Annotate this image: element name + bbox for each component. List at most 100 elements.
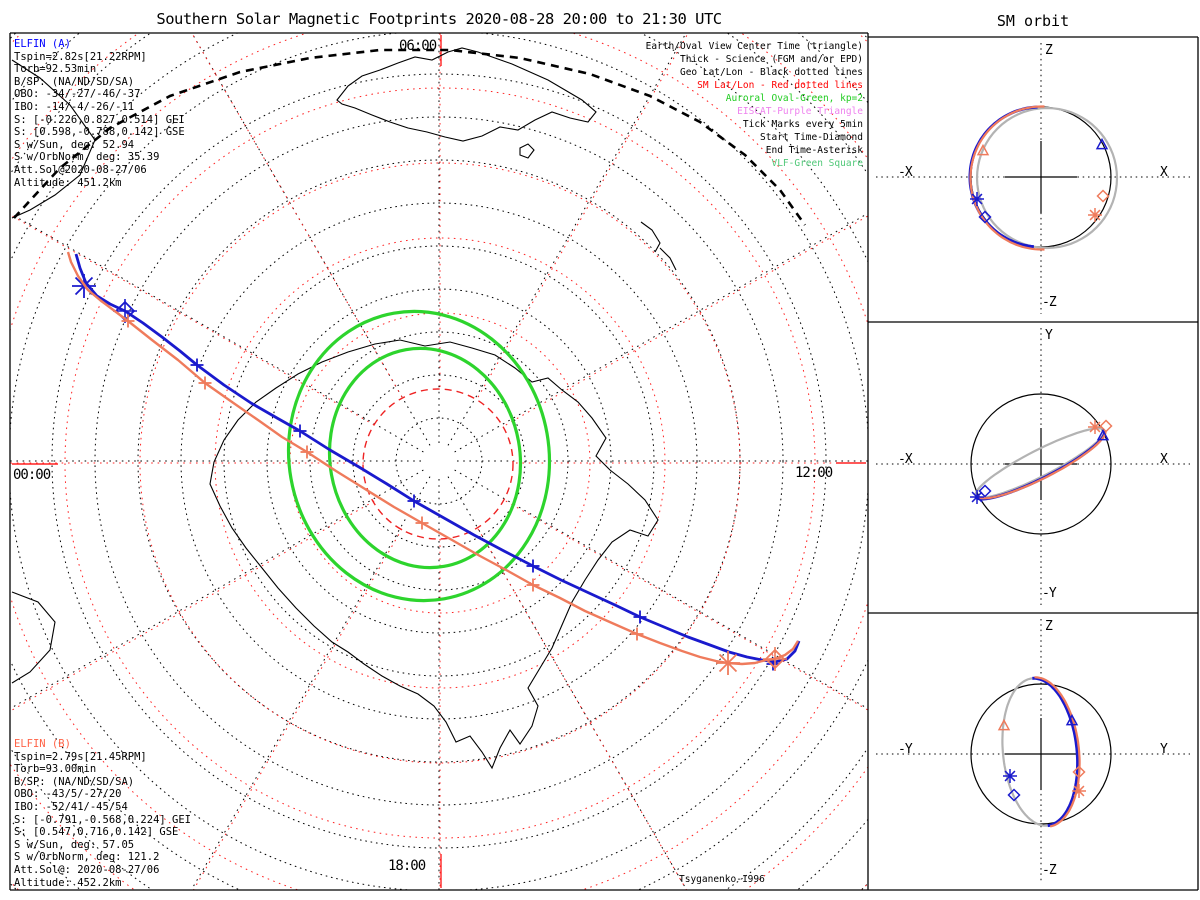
elfin-a-info-line: Torb=92.53min [14,63,97,76]
plus-marker [415,516,429,530]
panel1-axis-label-left: -X [898,165,913,180]
plus-marker [293,424,307,438]
elfin-a-info-block: ELFIN (A) Tspin=2.82s[21.22RPM] Torb=92.53… [14,39,185,190]
coastline-new-zealand-s [659,247,677,271]
triangle-marker [1096,428,1110,441]
orbit-elfin-b [1034,676,1081,828]
elfin-b-info-line: OBO: -43/5/-27/20 [14,788,122,801]
legend-line: VLF-Green Square [771,158,863,169]
asterisk-marker [1088,420,1102,434]
legend-line: Tick Marks every 5min [742,119,863,130]
projection-boundary [13,48,807,226]
elfin-a-info-line: Altitude: 451.2km [14,176,122,189]
sm-orbit-panel-1 [876,43,1190,314]
legend-line: End Time-Asterisk [765,145,863,156]
legend-line: Start Time-Diamond [760,132,863,143]
diamond-marker [978,210,992,224]
panel1-axis-label-top: Z [1045,43,1053,58]
credits: Tsyganenko-1996 Created: Tue Jan 24 13:0… [679,856,868,900]
orbit-elfin-b [977,431,1107,500]
orbit-gray [1001,677,1048,827]
orbit-gray [975,106,1119,250]
elfin-b-info-line: S: [-0.791,-0.568,0.224] GEI [14,813,192,826]
plus-marker [526,559,540,573]
elfin-b-info-line: IBO: -52/41/-45/54 [14,800,128,813]
panel2-axis-label-top: Y [1045,328,1053,343]
mlt-label-1800: 18:00 [388,858,426,874]
model-credit: Tsyganenko-1996 [679,874,765,885]
asterisk-marker [970,192,984,206]
elfin-a-info-line: OBO: -34/-27/-46/-37 [14,88,141,101]
elfin-a-info-line: S w/OrbNorm, deg: 35.39 [14,151,160,164]
plus-marker [633,610,647,624]
elfin-b-info-line: ELFIN (B) [14,738,71,750]
diamond-marker [978,484,992,498]
asterisk-marker [1088,208,1102,222]
elfin-a-info-line: B/SP: (NA/ND/SD/SA) [14,75,135,88]
elfin-a-info-line: Att.Sol@2020-08-27/06 [14,163,147,176]
elfin-b-info-line: S w/OrbNorm, deg: 121.2 [14,851,160,864]
elfin-b-info-block: ELFIN (B) Tspin=2.79s[21.45RPM] Torb=93.00… [14,739,191,890]
diamond-marker [1099,419,1113,433]
elfin-b-info-line: S: [0.547,0.716,0.142] GSE [14,826,179,839]
panel2-axis-label-right: X [1160,452,1168,467]
auroral-ovals [286,309,552,603]
coastline-south-america-tip [11,591,56,684]
earth-circle [970,393,1112,535]
mlt-label-1200: 12:00 [795,465,833,481]
elfin-a-info-line: IBO: -14/-4/-26/-11 [14,100,135,113]
footprint-elfin-a [72,253,801,671]
sm-orbit-panel-2 [876,328,1190,605]
diamond-marker [764,648,786,670]
orbit-elfin-a [1032,676,1080,828]
plus-marker [121,314,135,328]
diamond-marker [1096,189,1110,203]
orbit-elfin-b [969,105,1045,251]
plus-marker [407,494,421,508]
coastline-antarctica [209,339,659,770]
triangle-marker [1095,137,1109,150]
frame-lines [9,32,1199,891]
triangle-marker [997,718,1011,731]
elfin-b-info-line: Tspin=2.79s[21.45RPM] [14,750,147,763]
sm-red-dashed-circle [362,388,514,540]
coastlines [11,47,677,770]
legend-line: Auroral Oval-Green, kp=2 [725,93,863,104]
legend-line: EISCAT-Purple Triangle [737,106,863,117]
plus-marker [526,578,540,592]
elfin-b-info-line: Altitude: 452.2km [14,876,122,889]
coastline-australia [336,47,597,142]
panel2-axis-label-bottom: -Y [1042,586,1057,601]
panel1-axis-label-right: X [1160,165,1168,180]
page-title: Southern Solar Magnetic Footprints 2020-… [156,10,722,28]
diamond-marker [1072,765,1086,779]
asterisk-marker [1003,769,1017,783]
orbit-gray [974,427,1106,499]
triangle-marker [976,143,990,156]
plus-marker [630,627,644,641]
panel3-axis-label-right: Y [1160,742,1168,757]
panel3-axis-label-bottom: -Z [1042,863,1057,878]
elfin-b-info-line: B/SP: (NA/ND/SD/SA) [14,775,135,788]
sm-graticule [10,33,868,890]
legend: Earth/Oval View Center Time (triangle) Th… [420,42,863,172]
footprint-elfin-b [66,251,800,675]
asterisk-marker [716,651,740,675]
elfin-a-info-line: S: [-0.226,0.827,0.514] GEI [14,113,185,126]
coastline-africa-fragment [11,59,96,219]
legend-line: Earth/Oval View Center Time (triangle) [645,41,863,52]
elfin-a-info-line: S w/Sun, deg: 52.94 [14,138,135,151]
panel1-axis-label-bottom: -Z [1042,295,1057,310]
plus-marker [198,376,212,390]
geo-graticule [10,33,868,890]
legend-line: SM Lat/Lon - Red dotted lines [697,80,863,91]
main-map [10,33,868,890]
sm-orbit-title: SM orbit [996,12,1070,30]
plus-marker [300,445,314,459]
elfin-b-info-line: Att.Sol@: 2020-08-27/06 [14,863,160,876]
mlt-label-0000: 00:00 [13,467,51,483]
elfin-a-info-line: S: [0.598,-0.788,0.142] GSE [14,126,185,139]
panel2-axis-label-left: -X [898,452,913,467]
